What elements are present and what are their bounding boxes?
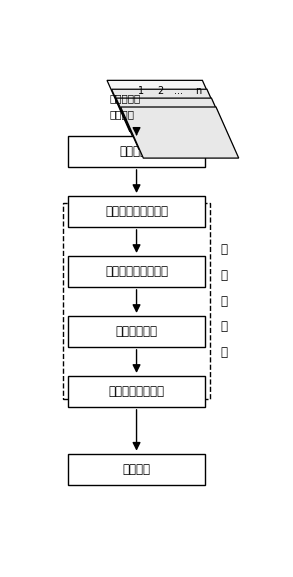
Bar — [69, 196, 205, 227]
Polygon shape — [112, 89, 230, 140]
Text: 构建时序化定标模型: 构建时序化定标模型 — [105, 205, 168, 218]
Text: 定: 定 — [220, 320, 227, 334]
Bar — [69, 316, 205, 347]
Text: 影像时间归一化处理: 影像时间归一化处理 — [105, 265, 168, 278]
Text: 控制点量测: 控制点量测 — [119, 145, 154, 158]
Text: 标: 标 — [220, 346, 227, 359]
Text: 待定标时序: 待定标时序 — [109, 93, 141, 103]
Bar — [69, 376, 205, 407]
Bar — [69, 136, 205, 167]
Text: 精度评价: 精度评价 — [122, 463, 151, 475]
Text: 2: 2 — [157, 87, 163, 96]
Text: 化: 化 — [220, 295, 227, 308]
Text: n: n — [195, 87, 201, 96]
Text: ...: ... — [174, 87, 183, 96]
Text: 序: 序 — [220, 269, 227, 282]
Text: 列误差方程式: 列误差方程式 — [115, 325, 158, 338]
Text: 影像序列: 影像序列 — [109, 109, 134, 119]
Text: 1: 1 — [138, 87, 144, 96]
Polygon shape — [116, 98, 234, 149]
Text: 时: 时 — [220, 243, 227, 256]
Polygon shape — [121, 107, 239, 158]
Bar — [69, 454, 205, 485]
Polygon shape — [107, 80, 225, 132]
Bar — [69, 256, 205, 287]
Bar — [63, 204, 210, 399]
Text: 平差解算方程参数: 平差解算方程参数 — [108, 385, 165, 398]
